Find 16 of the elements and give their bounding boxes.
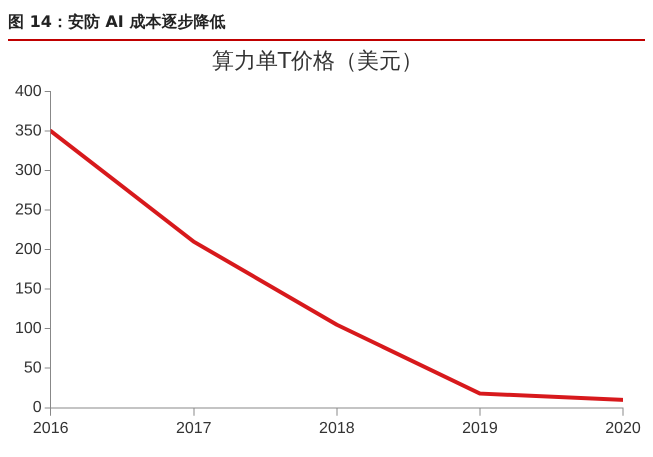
x-tick-label: 2017 xyxy=(176,420,212,437)
y-tick-label: 0 xyxy=(32,399,42,416)
y-tick-label: 350 xyxy=(14,122,42,140)
y-tick-label: 50 xyxy=(24,360,42,377)
y-tick-label: 200 xyxy=(14,241,42,258)
y-tick-label: 400 xyxy=(14,82,42,100)
y-tick-label: 300 xyxy=(14,162,42,179)
chart-title: 图 14：安防 AI 成本逐步降低 xyxy=(8,8,645,41)
x-tick-label: 2020 xyxy=(605,420,641,437)
x-tick-label: 2019 xyxy=(462,420,498,437)
x-tick-label: 2016 xyxy=(32,420,69,437)
chart-subtitle: 算力单T价格（美元） xyxy=(212,48,424,74)
y-tick-label: 150 xyxy=(14,280,42,298)
y-tick-label: 250 xyxy=(14,201,42,218)
y-tick-label: 100 xyxy=(14,320,42,338)
x-tick-label: 2018 xyxy=(319,420,355,437)
